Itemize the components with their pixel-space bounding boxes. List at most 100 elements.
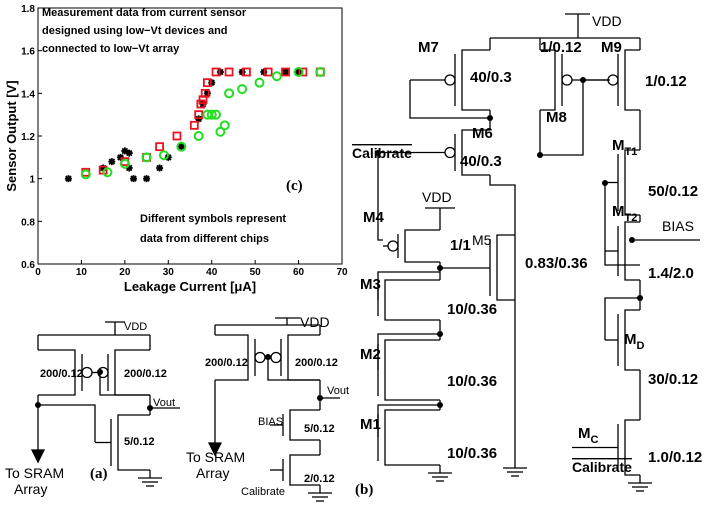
size-label: 200/0.12 xyxy=(295,357,338,369)
size-label: 200/0.12 xyxy=(205,357,248,369)
y-tick-label: 0.8 xyxy=(21,217,35,228)
bubble xyxy=(444,146,456,159)
point xyxy=(211,67,221,77)
x-tick-label: 0 xyxy=(35,267,41,278)
point xyxy=(237,84,248,95)
bubble xyxy=(254,351,266,364)
point xyxy=(254,77,265,88)
wire xyxy=(624,309,640,371)
point xyxy=(200,88,210,98)
point xyxy=(143,175,151,183)
panel-label: (b) xyxy=(355,482,373,498)
bubble xyxy=(561,74,573,86)
point xyxy=(206,109,217,120)
wire xyxy=(289,454,320,486)
point xyxy=(271,71,282,82)
transistor-name: M1 xyxy=(360,416,381,433)
x-tick-label: 50 xyxy=(250,267,262,278)
wire xyxy=(496,234,515,301)
transistor-name: M8 xyxy=(546,109,567,126)
name-main: M xyxy=(612,137,625,154)
y-tick-label: 1.6 xyxy=(21,47,35,58)
transistor-name: M2 xyxy=(360,346,381,363)
transistor-name: MT1 xyxy=(612,137,637,158)
wire xyxy=(377,271,440,300)
wire xyxy=(377,333,440,370)
bubble xyxy=(387,240,399,252)
size-label: 5/0.12 xyxy=(124,436,155,448)
node xyxy=(487,115,493,121)
supply-label: VDD xyxy=(300,314,330,330)
point xyxy=(263,67,273,77)
wire xyxy=(267,357,320,381)
size-label: 5/0.12 xyxy=(304,423,335,435)
name-main: M xyxy=(612,203,625,220)
bubble xyxy=(270,351,282,364)
node xyxy=(537,152,543,158)
point xyxy=(219,120,230,131)
point xyxy=(172,131,182,141)
transistor-name: MC xyxy=(578,425,599,446)
size-label: 40/0.3 xyxy=(460,153,502,170)
load-label: Array xyxy=(14,481,47,497)
annotation: connected to low−Vt array xyxy=(42,43,180,55)
name-main: M xyxy=(624,331,637,348)
annotation: Measurement data from current sensor xyxy=(42,7,247,19)
point xyxy=(224,67,234,77)
x-tick-label: 20 xyxy=(119,267,131,278)
x-tick-label: 40 xyxy=(206,267,218,278)
wire xyxy=(404,229,440,263)
size-label: 0.83/0.36 xyxy=(525,255,588,272)
name-sub: D xyxy=(637,340,645,352)
arrow-head xyxy=(30,449,46,464)
wire xyxy=(461,129,490,176)
size-label: 1/0.12 xyxy=(645,73,687,90)
transistor-name: MT2 xyxy=(612,203,637,224)
note: data from different chips xyxy=(140,233,269,245)
calibrate-label: Calibrate xyxy=(352,145,412,161)
y-axis-label: Sensor Output [V] xyxy=(4,80,19,191)
wire xyxy=(604,183,640,266)
y-tick-label: 1.2 xyxy=(21,132,35,143)
wire xyxy=(489,175,516,460)
wire xyxy=(99,372,150,396)
point xyxy=(125,149,133,157)
size-label: 50/0.12 xyxy=(648,183,698,200)
wire xyxy=(624,221,640,281)
size-label: 1/1 xyxy=(450,237,471,254)
wire xyxy=(540,49,556,111)
wire xyxy=(624,419,640,476)
y-tick-label: 1.8 xyxy=(21,4,35,15)
load-label: Array xyxy=(196,465,229,481)
panel-label: (a) xyxy=(90,466,108,482)
point xyxy=(189,120,199,130)
name-sub: C xyxy=(591,434,599,446)
wire xyxy=(38,349,76,396)
point xyxy=(298,67,308,77)
supply-label: VDD xyxy=(422,189,452,205)
node xyxy=(375,150,381,156)
wire xyxy=(117,414,150,471)
x-tick-label: 10 xyxy=(76,267,88,278)
point xyxy=(202,78,212,88)
point xyxy=(177,143,185,151)
point xyxy=(156,164,164,172)
bubble xyxy=(81,366,93,379)
wire xyxy=(289,409,320,441)
wire xyxy=(409,80,490,119)
load-label: To SRAM xyxy=(5,465,64,481)
x-tick-label: 70 xyxy=(336,267,348,278)
load-label: To SRAM xyxy=(186,449,245,465)
point xyxy=(315,67,326,77)
point xyxy=(108,158,116,166)
wire xyxy=(384,339,440,401)
wire xyxy=(377,404,440,437)
wire xyxy=(384,279,440,321)
supply-label: VDD xyxy=(592,13,622,29)
size-label: 40/0.3 xyxy=(470,69,512,86)
size-label: 10/0.36 xyxy=(447,301,497,318)
size-label: 1.0/0.12 xyxy=(648,449,702,466)
point xyxy=(203,89,211,97)
point xyxy=(281,67,290,77)
wire xyxy=(604,297,640,340)
